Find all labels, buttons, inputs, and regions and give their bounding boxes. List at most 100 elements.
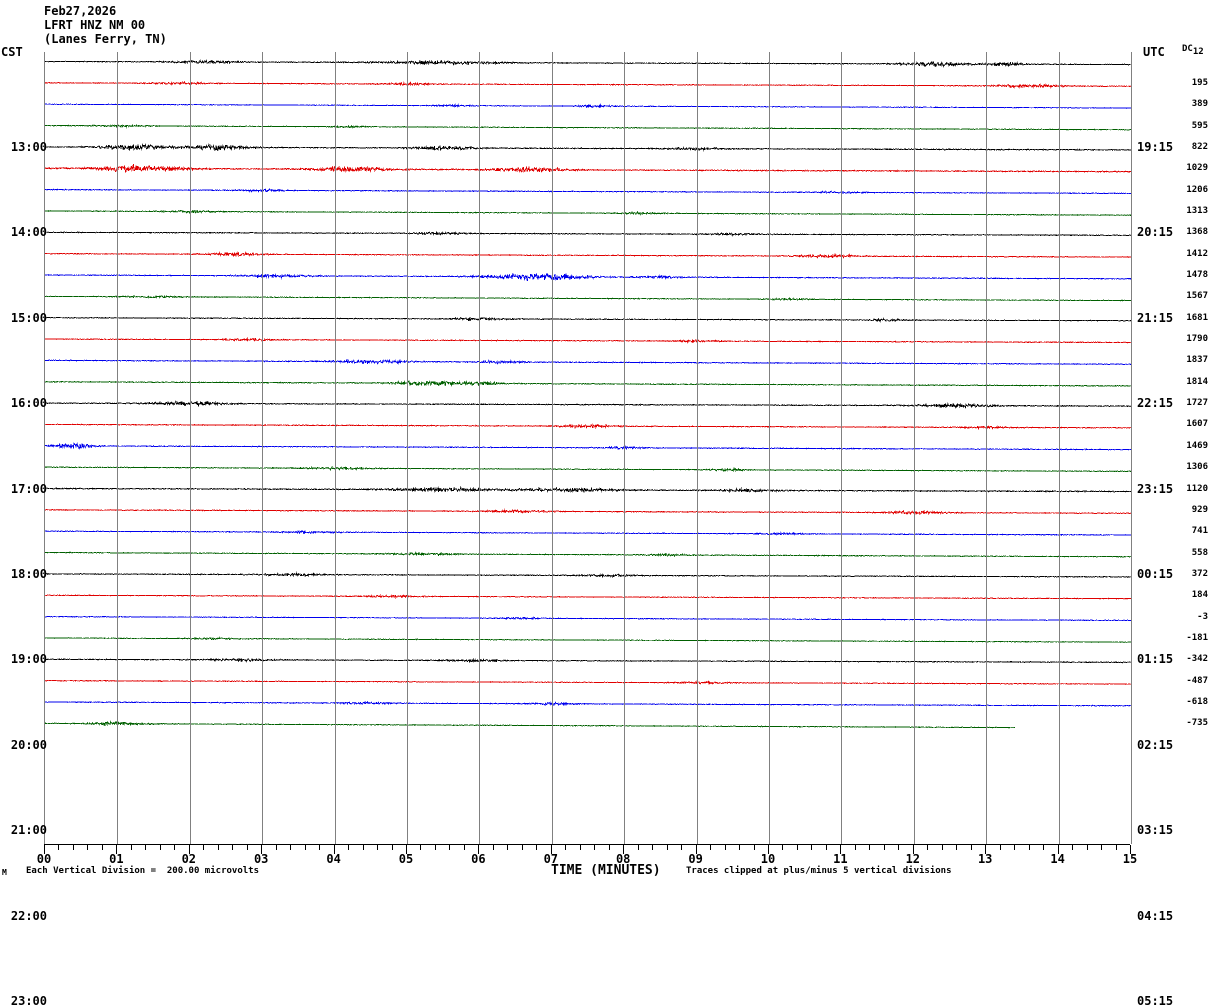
x-tick-minor (956, 845, 957, 850)
dc-value: 1607 (1186, 419, 1208, 430)
dc-value: 558 (1191, 547, 1208, 558)
x-tick-minor (493, 845, 494, 850)
header-station: LFRT HNZ NM 00 (44, 18, 146, 32)
x-tick-minor (681, 845, 682, 850)
x-tick-label-09: 09 (688, 852, 703, 866)
x-tick-minor (1116, 845, 1117, 850)
x-axis-title: TIME (MINUTES) (551, 863, 661, 878)
dc-value: -487 (1186, 675, 1208, 686)
trace-line (45, 636, 1131, 643)
seismogram-traces (45, 59, 1131, 729)
x-tick-major (261, 845, 262, 854)
header-block: Feb27,2026 LFRT HNZ NM 00 (Lanes Ferry, … (44, 4, 167, 46)
x-tick-minor (203, 845, 204, 850)
x-tick-minor (87, 845, 88, 850)
x-tick-minor (927, 845, 928, 850)
gridline-minute-01 (117, 52, 118, 844)
x-tick-minor (276, 845, 277, 850)
x-tick-minor (392, 845, 393, 850)
x-tick-label-06: 06 (471, 852, 486, 866)
x-tick-major (623, 845, 624, 854)
trace-line (45, 379, 1131, 387)
dc-value: -735 (1186, 718, 1208, 729)
left-time-label-1700: 17:00 (10, 481, 47, 496)
dc-value: 741 (1191, 526, 1208, 537)
x-tick-minor (782, 845, 783, 850)
gridline-minute-14 (1059, 52, 1060, 844)
trace-line (45, 700, 1131, 707)
dc-value: 1306 (1186, 462, 1208, 473)
gridline-minute-03 (262, 52, 263, 844)
trace-line (45, 423, 1131, 431)
trace-line (45, 529, 1131, 536)
trace-line (45, 209, 1131, 216)
x-tick-minor (73, 845, 74, 850)
left-time-label-2100: 21:00 (10, 823, 47, 838)
x-tick-minor (522, 845, 523, 850)
trace-line (45, 593, 1131, 600)
left-time-label-1400: 14:00 (10, 225, 47, 240)
dc-value: 1727 (1186, 398, 1208, 409)
right-time-label-2215: 22:15 (1137, 396, 1174, 411)
x-tick-major (334, 845, 335, 854)
dc-value: 1412 (1186, 248, 1208, 259)
x-tick-label-11: 11 (833, 852, 848, 866)
trace-line (45, 615, 1131, 622)
x-tick-minor (638, 845, 639, 850)
x-axis-line (44, 844, 1130, 845)
dc-value: 184 (1191, 590, 1208, 601)
left-time-label-2000: 20:00 (10, 737, 47, 752)
x-tick-minor (232, 845, 233, 850)
x-tick-label-10: 10 (760, 852, 776, 866)
header-location: (Lanes Ferry, TN) (44, 32, 167, 46)
x-tick-label-13: 13 (977, 852, 993, 866)
dc-value: 1206 (1186, 184, 1208, 195)
dc-value: 822 (1191, 141, 1208, 152)
trace-line (45, 571, 1131, 579)
dc-value: -342 (1186, 654, 1208, 665)
right-time-label-2115: 21:15 (1137, 310, 1174, 325)
trace-line (45, 59, 1131, 68)
x-tick-label-00: 00 (36, 852, 52, 866)
left-time-label-1300: 13:00 (10, 139, 47, 154)
scale-note: Each Vertical Division = 200.00 microvol… (26, 866, 259, 876)
trace-line (45, 188, 1131, 195)
plot-area (44, 52, 1132, 844)
left-time-label-1800: 18:00 (10, 566, 47, 581)
trace-line (45, 251, 1131, 259)
left-time-label-1900: 19:00 (10, 652, 47, 667)
x-tick-minor (898, 845, 899, 850)
x-tick-minor (609, 845, 610, 850)
right-time-label-0015: 00:15 (1137, 566, 1174, 581)
x-tick-minor (435, 845, 436, 850)
dc-value: 1120 (1186, 483, 1208, 494)
x-tick-label-12: 12 (905, 852, 921, 866)
x-tick-label-05: 05 (398, 852, 414, 866)
dc-value: 1567 (1186, 291, 1208, 302)
x-tick-label-08: 08 (615, 852, 631, 866)
x-tick-major (913, 845, 914, 854)
x-tick-minor (319, 845, 320, 850)
left-time-label-2200: 22:00 (10, 908, 47, 923)
gridline-minute-06 (479, 52, 480, 844)
trace-line (45, 272, 1131, 282)
left-time-label-2300: 23:00 (10, 993, 47, 1008)
trace-line (45, 80, 1131, 89)
dc-column-header-text: DC (1182, 44, 1193, 54)
x-tick-minor (1014, 845, 1015, 850)
x-tick-minor (739, 845, 740, 850)
x-tick-minor (174, 845, 175, 850)
gridline-minute-02 (190, 52, 191, 844)
trace-line (45, 336, 1131, 344)
x-tick-major (551, 845, 552, 854)
x-tick-label-15: 15 (1122, 852, 1138, 866)
x-tick-minor (464, 845, 465, 850)
x-tick-minor (725, 845, 726, 850)
x-tick-minor (1087, 845, 1088, 850)
dc-column-header: DC12 (1182, 44, 1204, 57)
x-tick-minor (1101, 845, 1102, 850)
right-time-label-0215: 02:15 (1137, 737, 1174, 752)
left-time-label-1500: 15:00 (10, 310, 47, 325)
gridline-minute-09 (697, 52, 698, 844)
right-time-label-2315: 23:15 (1137, 481, 1174, 496)
